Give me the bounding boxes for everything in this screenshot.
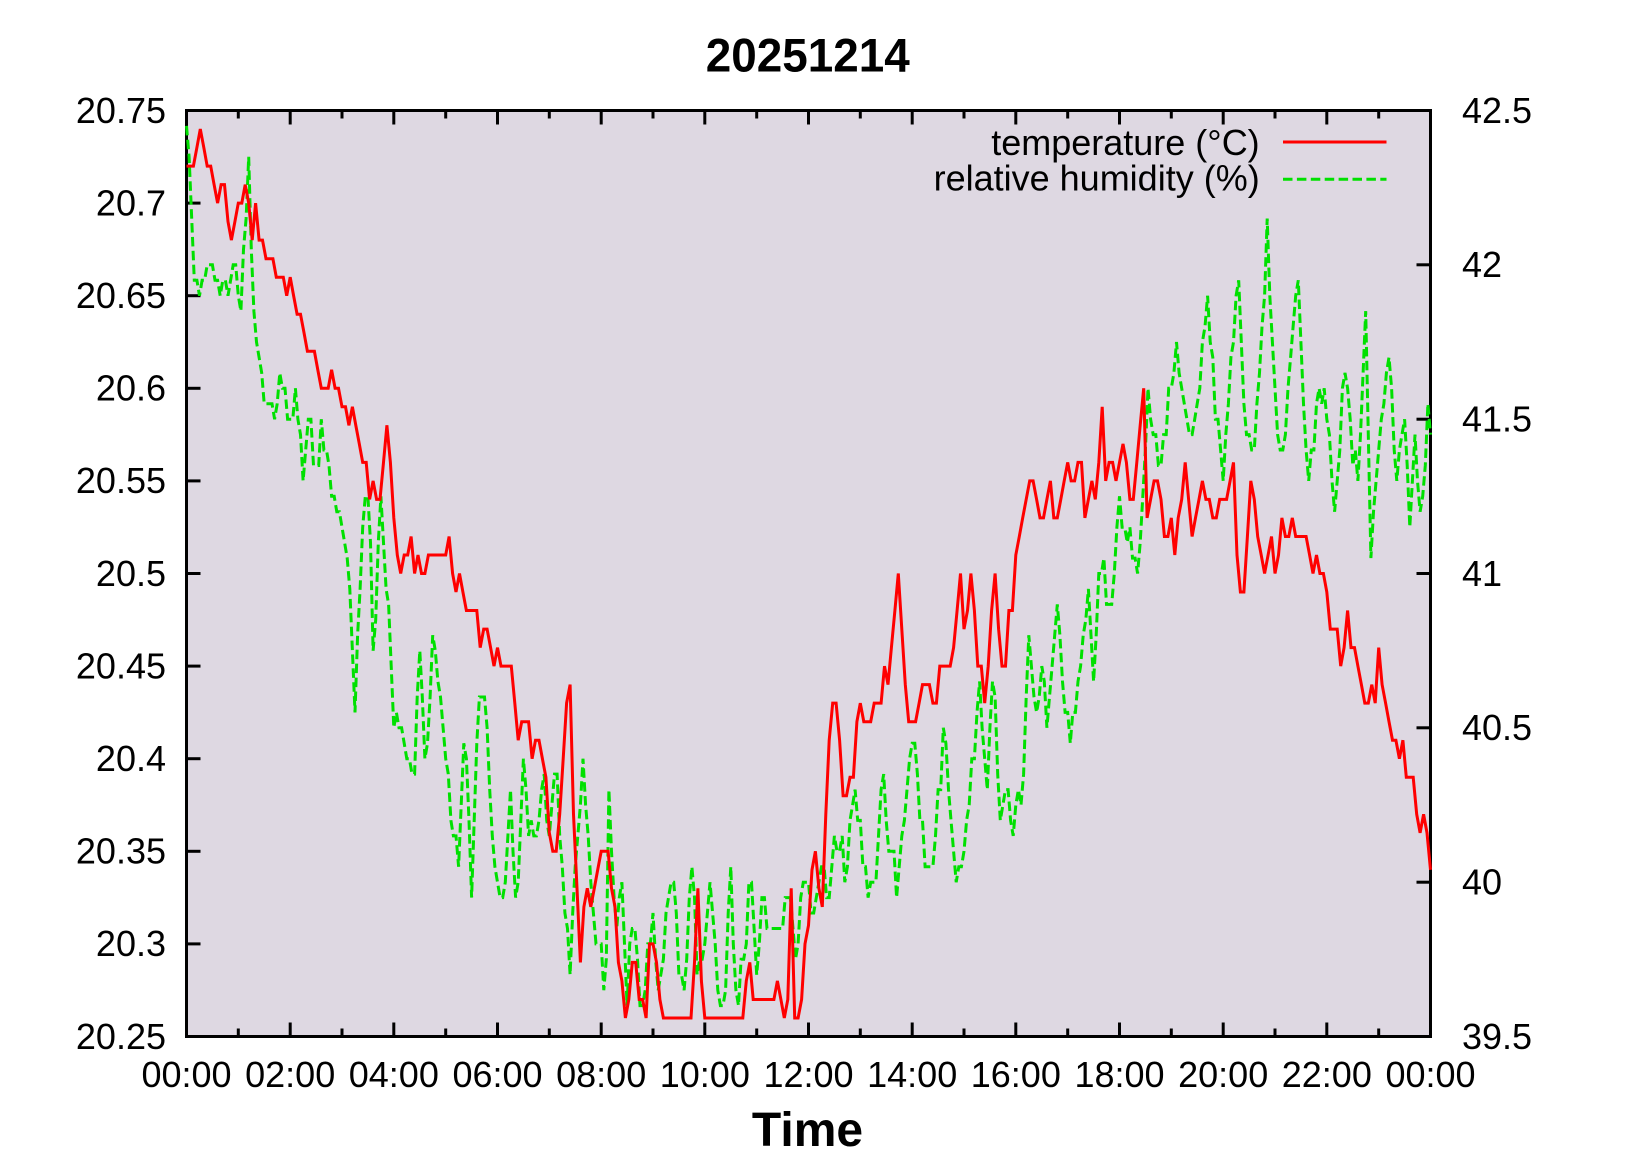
svg-text:41.5: 41.5 — [1462, 399, 1532, 440]
svg-text:14:00: 14:00 — [867, 1054, 957, 1095]
svg-text:20:00: 20:00 — [1178, 1054, 1268, 1095]
svg-text:00:00: 00:00 — [141, 1054, 231, 1095]
svg-text:20.55: 20.55 — [76, 460, 166, 501]
svg-text:41: 41 — [1462, 553, 1502, 594]
svg-text:20.45: 20.45 — [76, 645, 166, 686]
svg-text:22:00: 22:00 — [1282, 1054, 1372, 1095]
svg-text:08:00: 08:00 — [556, 1054, 646, 1095]
svg-text:20.6: 20.6 — [96, 368, 166, 409]
svg-text:20.4: 20.4 — [96, 738, 166, 779]
svg-text:20.25: 20.25 — [76, 1016, 166, 1057]
svg-text:16:00: 16:00 — [971, 1054, 1061, 1095]
svg-text:12:00: 12:00 — [763, 1054, 853, 1095]
svg-text:relative humidity (%): relative humidity (%) — [934, 158, 1260, 199]
svg-text:20.5: 20.5 — [96, 553, 166, 594]
svg-text:04:00: 04:00 — [349, 1054, 439, 1095]
svg-text:Time: Time — [752, 1104, 863, 1155]
svg-text:06:00: 06:00 — [452, 1054, 542, 1095]
svg-text:40.5: 40.5 — [1462, 707, 1532, 748]
svg-text:20.65: 20.65 — [76, 275, 166, 316]
svg-text:42.5: 42.5 — [1462, 90, 1532, 131]
svg-text:20.35: 20.35 — [76, 831, 166, 872]
svg-text:10:00: 10:00 — [660, 1054, 750, 1095]
svg-text:20.3: 20.3 — [96, 923, 166, 964]
svg-text:02:00: 02:00 — [245, 1054, 335, 1095]
svg-text:39.5: 39.5 — [1462, 1016, 1532, 1057]
svg-text:42: 42 — [1462, 244, 1502, 285]
svg-text:00:00: 00:00 — [1385, 1054, 1475, 1095]
svg-text:18:00: 18:00 — [1074, 1054, 1164, 1095]
svg-text:20.75: 20.75 — [76, 90, 166, 131]
svg-text:20251214: 20251214 — [706, 29, 910, 82]
svg-text:20.7: 20.7 — [96, 182, 166, 223]
svg-text:40: 40 — [1462, 862, 1502, 903]
svg-text:temperature (°C): temperature (°C) — [991, 122, 1259, 163]
